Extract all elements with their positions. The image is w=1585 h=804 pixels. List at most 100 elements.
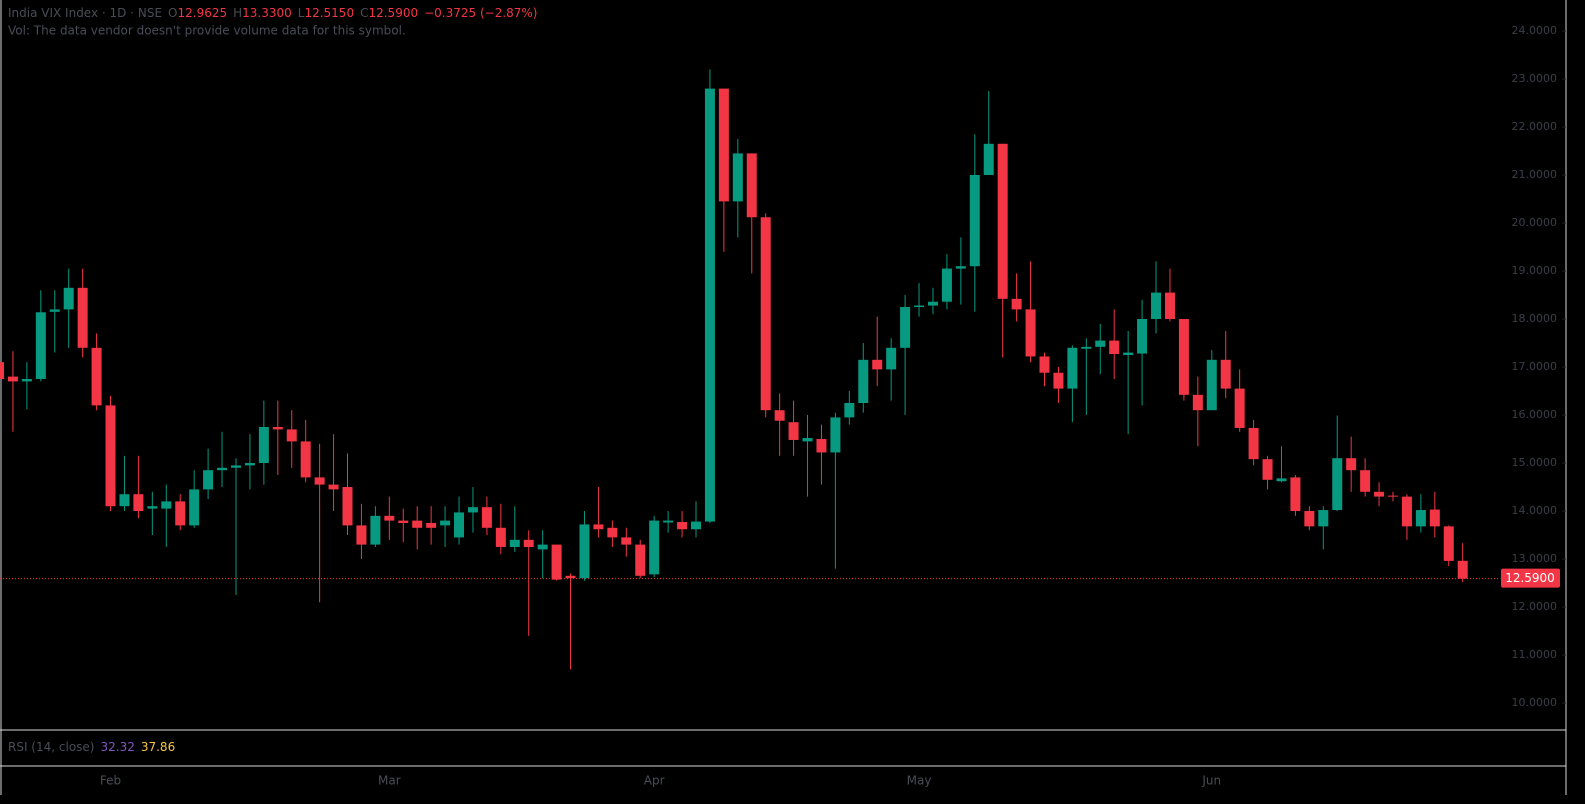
candle-body: [746, 153, 757, 218]
ohlc: O12.9625 H13.3300 L12.5150 C12.5900: [168, 6, 418, 20]
candle-body: [1067, 347, 1078, 389]
y-tick-label: 20.0000: [1512, 216, 1558, 229]
candle-body: [1025, 309, 1036, 357]
change: −0.3725 (−2.87%): [424, 6, 537, 20]
candle-body: [161, 501, 172, 509]
candle-body: [1095, 340, 1106, 347]
candle-body: [203, 470, 214, 490]
rsi-value: 37.86: [141, 740, 175, 754]
candle-body: [1457, 560, 1468, 579]
y-tick-label: 13.0000: [1512, 552, 1558, 565]
candle-body: [370, 515, 381, 545]
candle-body: [0, 362, 4, 379]
candle-body: [1415, 510, 1426, 527]
candle-body: [1081, 346, 1092, 349]
candle-body: [467, 507, 478, 513]
candle-body: [718, 88, 729, 202]
candle-body: [426, 523, 437, 528]
candle-body: [49, 309, 60, 312]
candle-body: [1374, 491, 1385, 497]
ohlc-key: H: [233, 6, 242, 20]
rsi-label: RSI (14, close): [8, 740, 94, 754]
candle-body: [788, 422, 799, 440]
y-tick-label: 23.0000: [1512, 72, 1558, 85]
candle-body: [774, 410, 785, 421]
candle-body: [77, 287, 88, 348]
candle-body: [1360, 470, 1371, 492]
candle-body: [927, 301, 938, 306]
candle-body: [189, 489, 200, 526]
candle-body: [1388, 495, 1398, 497]
candle-body: [35, 312, 46, 379]
candle-body: [1164, 292, 1175, 319]
candle-body: [440, 520, 451, 526]
candle-body: [691, 521, 701, 530]
y-tick-label: 15.0000: [1512, 456, 1558, 469]
candle-body: [63, 287, 74, 310]
candle-body: [105, 405, 116, 507]
candle-body: [955, 266, 966, 269]
candle-body: [119, 494, 130, 507]
candle-body: [1137, 319, 1148, 354]
candle-body: [1053, 372, 1064, 389]
candle-body: [258, 427, 269, 463]
candle-body: [1276, 478, 1287, 482]
candle-body: [802, 438, 813, 442]
y-tick-label: 18.0000: [1512, 312, 1558, 325]
candle-body: [997, 143, 1008, 299]
candle-body: [272, 427, 283, 430]
y-tick-label: 24.0000: [1512, 24, 1558, 37]
ohlc-value: 12.9625: [177, 6, 227, 20]
candle-body: [328, 484, 339, 490]
candle-body: [1109, 340, 1120, 355]
y-tick-label: 16.0000: [1512, 408, 1558, 421]
candle-body: [677, 522, 688, 530]
candle-body: [314, 477, 325, 485]
x-tick-label: Feb: [100, 774, 121, 788]
candle-body: [1220, 359, 1231, 389]
rsi-value: 32.32: [100, 740, 134, 754]
price-tag: [1501, 568, 1560, 588]
candle-body: [593, 524, 604, 530]
candle-body: [969, 175, 980, 267]
y-tick-label: 22.0000: [1512, 120, 1558, 133]
candle-body: [621, 537, 632, 545]
candle-body: [21, 379, 32, 382]
candle-body: [523, 539, 534, 547]
candle-body: [1178, 319, 1189, 395]
candle-body: [537, 544, 548, 550]
x-tick-label: Jun: [1201, 774, 1221, 788]
ohlc-key: C: [360, 6, 368, 20]
y-tick-label: 11.0000: [1512, 648, 1558, 661]
candle-body: [1332, 458, 1343, 511]
candle-body: [1401, 496, 1412, 527]
candle-body: [1290, 477, 1301, 511]
y-tick-label: 17.0000: [1512, 360, 1558, 373]
candle-body: [1304, 511, 1315, 527]
candle-body: [1192, 394, 1203, 411]
ohlc-value: 12.5900: [368, 6, 418, 20]
candle-body: [356, 525, 367, 545]
candle-body: [635, 544, 646, 576]
candle-body: [551, 544, 562, 580]
candle-body: [663, 520, 674, 523]
symbol: India VIX Index · 1D · NSE: [8, 6, 162, 20]
candle-body: [1443, 526, 1454, 561]
candle-body: [175, 501, 186, 526]
candle-body: [1318, 510, 1329, 527]
candle-body: [1262, 459, 1273, 480]
rsi-legend: RSI (14, close) 32.32 37.86: [8, 740, 175, 754]
x-tick-label: Apr: [644, 774, 665, 788]
candle-body: [649, 520, 660, 575]
candle-body: [732, 153, 743, 202]
candle-body: [579, 524, 590, 579]
candle-body: [509, 539, 520, 547]
candle-body: [1039, 356, 1050, 373]
candle-body: [217, 467, 228, 471]
y-tick-label: 12.0000: [1512, 600, 1558, 613]
candle-body: [900, 307, 911, 348]
y-tick-label: 14.0000: [1512, 504, 1558, 517]
candle-body: [983, 143, 994, 175]
candle-body: [565, 575, 576, 579]
